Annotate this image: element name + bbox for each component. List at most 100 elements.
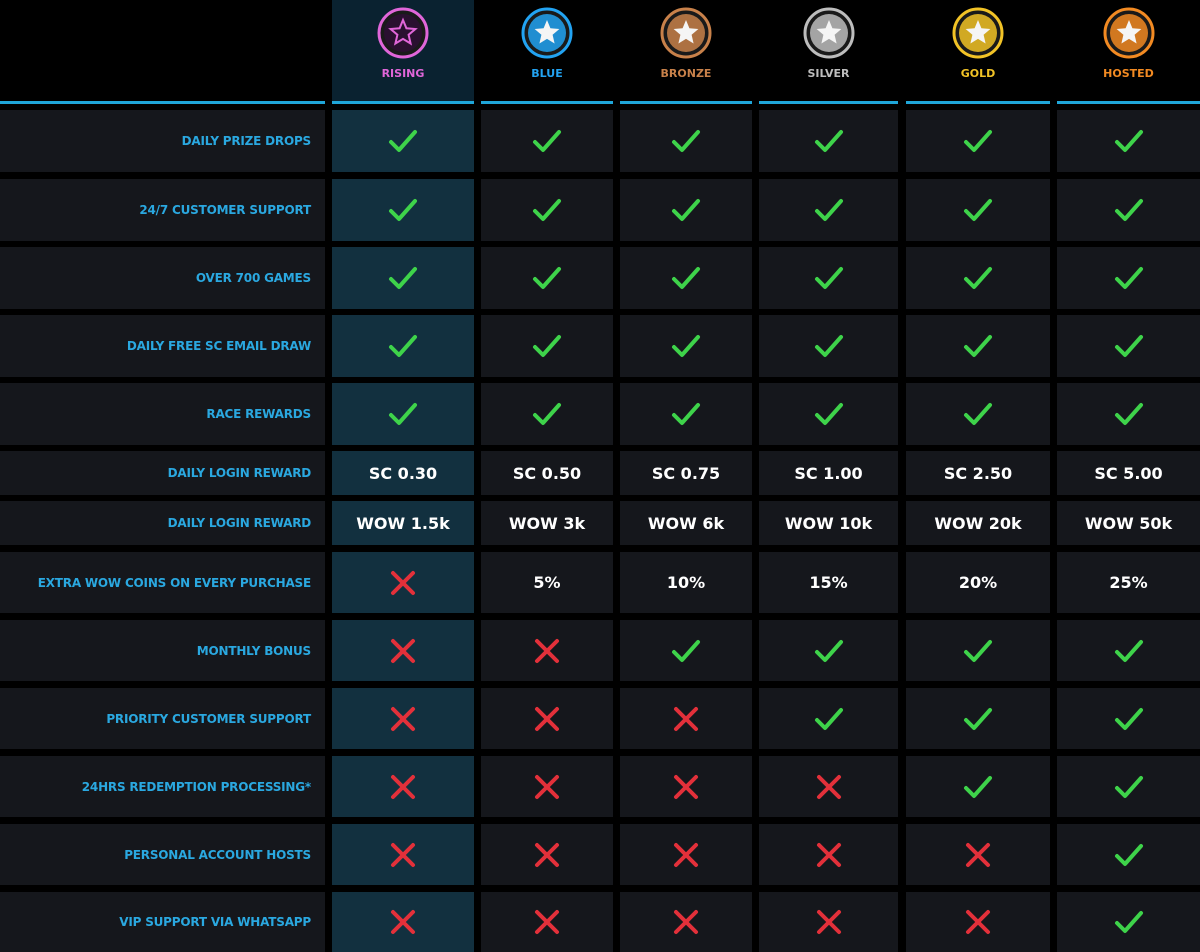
check-icon (389, 335, 417, 357)
header-underline (620, 101, 752, 104)
tier-name: BLUE (531, 67, 563, 80)
cell (1057, 620, 1200, 681)
cell-value: WOW 20k (906, 501, 1050, 545)
tier-badge (1103, 7, 1154, 59)
check-icon (814, 267, 843, 289)
check-icon (672, 199, 700, 221)
cell (481, 110, 613, 172)
cell (332, 247, 474, 309)
cell (906, 110, 1050, 172)
cell-value: WOW 50k (1057, 501, 1200, 545)
cell (906, 688, 1050, 749)
cell-value: SC 5.00 (1057, 451, 1200, 495)
cell (1057, 892, 1200, 952)
header-underline (0, 101, 325, 104)
cell (759, 756, 898, 817)
check-icon (672, 639, 700, 662)
check-icon (964, 639, 992, 662)
check-icon (1114, 267, 1143, 289)
cell (481, 247, 613, 309)
check-icon (814, 639, 843, 662)
check-icon (1114, 775, 1143, 798)
header-underline (759, 101, 898, 104)
cross-icon (966, 842, 990, 867)
header-underline (906, 101, 1050, 104)
cell (1057, 110, 1200, 172)
header-underline (332, 101, 474, 104)
cell-value: WOW 3k (481, 501, 613, 545)
check-icon (533, 199, 561, 221)
check-icon (533, 267, 561, 289)
cell-value: SC 0.30 (332, 451, 474, 495)
cross-icon (535, 910, 559, 934)
row-label: DAILY LOGIN REWARD (0, 501, 325, 545)
cell (481, 892, 613, 952)
cell-value: 5% (481, 552, 613, 613)
cell (759, 315, 898, 377)
cell (759, 688, 898, 749)
cell (1057, 383, 1200, 445)
cell (906, 383, 1050, 445)
cross-icon (391, 570, 415, 595)
cross-icon (391, 706, 415, 731)
tier-badge (952, 7, 1004, 59)
cell (620, 247, 752, 309)
cell (620, 756, 752, 817)
cell (332, 552, 474, 613)
cell (481, 179, 613, 241)
check-icon (1114, 403, 1143, 425)
cell-value: SC 0.50 (481, 451, 613, 495)
cell (332, 620, 474, 681)
cell-value: 10% (620, 552, 752, 613)
cell (332, 110, 474, 172)
tier-name: HOSTED (1103, 67, 1154, 80)
cross-icon (535, 842, 559, 867)
cell (1057, 179, 1200, 241)
cell (620, 315, 752, 377)
row-label: PERSONAL ACCOUNT HOSTS (0, 824, 325, 885)
cell-value: SC 2.50 (906, 451, 1050, 495)
cross-icon (674, 774, 698, 799)
tier-name: GOLD (960, 67, 996, 80)
check-icon (964, 707, 992, 730)
cell-value: 25% (1057, 552, 1200, 613)
check-icon (672, 267, 700, 289)
row-label: 24HRS REDEMPTION PROCESSING* (0, 756, 325, 817)
row-label: PRIORITY CUSTOMER SUPPORT (0, 688, 325, 749)
row-label: DAILY PRIZE DROPS (0, 110, 325, 172)
cell (620, 824, 752, 885)
cell (906, 824, 1050, 885)
cell (481, 756, 613, 817)
cross-icon (391, 638, 415, 663)
cross-icon (391, 842, 415, 867)
check-icon (389, 130, 417, 152)
tier-badge (660, 7, 712, 59)
cell-value: WOW 1.5k (332, 501, 474, 545)
cell (1057, 315, 1200, 377)
cell (759, 247, 898, 309)
check-icon (814, 130, 843, 152)
tier-badge (377, 7, 429, 59)
cell-value: SC 1.00 (759, 451, 898, 495)
check-icon (964, 130, 992, 152)
check-icon (389, 199, 417, 221)
cross-icon (535, 638, 559, 663)
check-icon (533, 335, 561, 357)
cell (1057, 824, 1200, 885)
cell (332, 315, 474, 377)
cell-value: WOW 10k (759, 501, 898, 545)
cell (332, 756, 474, 817)
row-label: RACE REWARDS (0, 383, 325, 445)
tier-badge (521, 7, 573, 59)
check-icon (814, 707, 843, 730)
cell (481, 688, 613, 749)
check-icon (814, 199, 843, 221)
check-icon (1114, 843, 1143, 866)
header-underline (1057, 101, 1200, 104)
cell (481, 383, 613, 445)
cell (620, 383, 752, 445)
cross-icon (391, 910, 415, 934)
tier-name: BRONZE (660, 67, 712, 80)
cross-icon (535, 774, 559, 799)
